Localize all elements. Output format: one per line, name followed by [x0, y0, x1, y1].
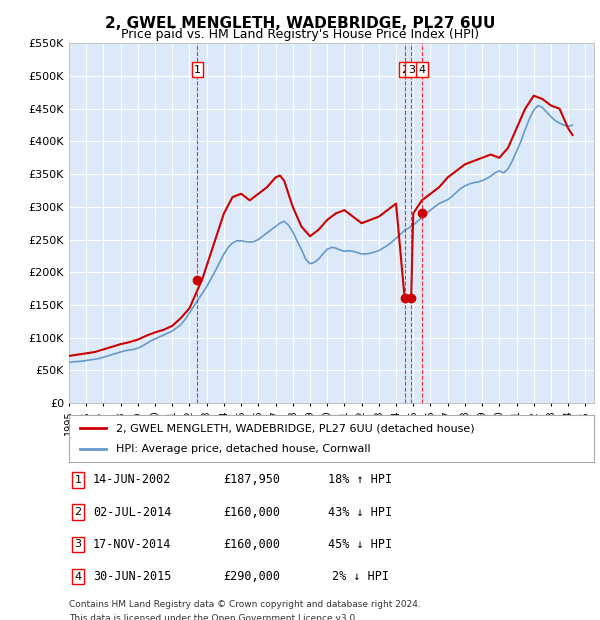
- Text: 14-JUN-2002: 14-JUN-2002: [93, 474, 171, 486]
- Text: 30-JUN-2015: 30-JUN-2015: [93, 570, 171, 583]
- Text: £187,950: £187,950: [223, 474, 281, 486]
- Text: Contains HM Land Registry data © Crown copyright and database right 2024.: Contains HM Land Registry data © Crown c…: [69, 600, 421, 609]
- Text: 2, GWEL MENGLETH, WADEBRIDGE, PL27 6UU (detached house): 2, GWEL MENGLETH, WADEBRIDGE, PL27 6UU (…: [116, 423, 475, 433]
- Text: £160,000: £160,000: [223, 538, 281, 551]
- Text: 2: 2: [74, 507, 82, 517]
- Text: 2: 2: [401, 64, 408, 74]
- Text: Price paid vs. HM Land Registry's House Price Index (HPI): Price paid vs. HM Land Registry's House …: [121, 28, 479, 41]
- Text: 02-JUL-2014: 02-JUL-2014: [93, 506, 171, 518]
- Text: 2% ↓ HPI: 2% ↓ HPI: [331, 570, 389, 583]
- Text: 18% ↑ HPI: 18% ↑ HPI: [328, 474, 392, 486]
- Text: 3: 3: [74, 539, 82, 549]
- Text: 1: 1: [194, 64, 201, 74]
- Text: 4: 4: [418, 64, 425, 74]
- Text: 3: 3: [407, 64, 415, 74]
- Text: 2, GWEL MENGLETH, WADEBRIDGE, PL27 6UU: 2, GWEL MENGLETH, WADEBRIDGE, PL27 6UU: [105, 16, 495, 30]
- Text: HPI: Average price, detached house, Cornwall: HPI: Average price, detached house, Corn…: [116, 444, 371, 454]
- Text: 17-NOV-2014: 17-NOV-2014: [93, 538, 171, 551]
- Text: 45% ↓ HPI: 45% ↓ HPI: [328, 538, 392, 551]
- Text: £290,000: £290,000: [223, 570, 281, 583]
- Text: 1: 1: [74, 475, 82, 485]
- Text: 43% ↓ HPI: 43% ↓ HPI: [328, 506, 392, 518]
- Text: 4: 4: [74, 572, 82, 582]
- Text: This data is licensed under the Open Government Licence v3.0.: This data is licensed under the Open Gov…: [69, 614, 358, 620]
- Text: £160,000: £160,000: [223, 506, 281, 518]
